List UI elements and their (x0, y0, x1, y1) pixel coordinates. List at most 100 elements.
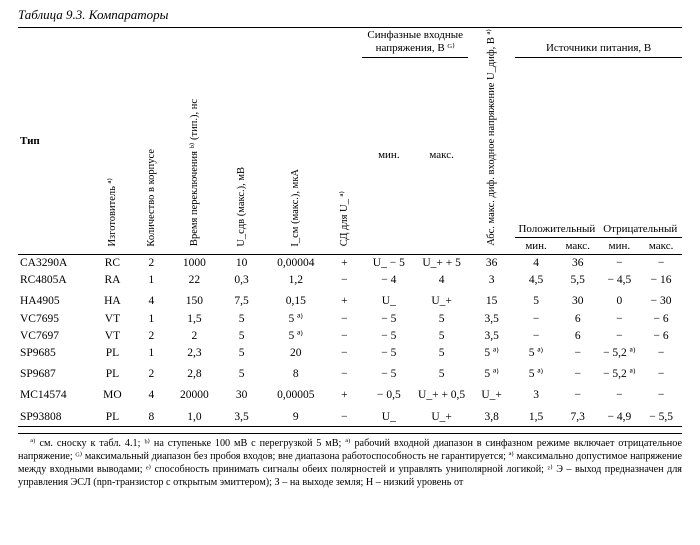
cell-qty: 1 (132, 345, 171, 362)
cell-tsw: 1000 (171, 254, 218, 272)
cell-cm_max: U_+ + 0,5 (415, 383, 468, 404)
cell-diff: 3,5 (468, 311, 515, 328)
table-row: RC4805ARA1220,31,2−− 4434,55,5− 4,5− 16 (18, 272, 682, 289)
cell-qty: 1 (132, 311, 171, 328)
cell-tsw: 22 (171, 272, 218, 289)
cell-nmin: − 5,2 ª⁾ (599, 345, 641, 362)
cell-cm_max: 5 (415, 345, 468, 362)
cell-uoff: 0,3 (218, 272, 265, 289)
cell-nmax: − 5,5 (640, 405, 682, 427)
cell-cm_max: U_+ (415, 289, 468, 310)
cell-nmin: − 4,9 (599, 405, 641, 427)
cell-tsw: 2,8 (171, 362, 218, 383)
cell-diff: 15 (468, 289, 515, 310)
cell-cm_min: − 5 (362, 362, 415, 383)
col-pos-min: мин. (515, 238, 557, 254)
cell-nmin: − (599, 328, 641, 345)
cell-diff: 36 (468, 254, 515, 272)
cell-cm_min: − 4 (362, 272, 415, 289)
cell-pmax: 6 (557, 328, 599, 345)
cell-diff: 3 (468, 272, 515, 289)
cell-sd: − (326, 345, 362, 362)
cell-ioff: 5 ª⁾ (265, 328, 326, 345)
cell-mfr: VT (93, 311, 132, 328)
colgrp-supply-neg: Отрицательный (599, 57, 682, 238)
cell-ioff: 0,00004 (265, 254, 326, 272)
cell-ioff: 9 (265, 405, 326, 427)
table-row: CA3290ARC21000100,00004+U_ − 5U_+ + 5364… (18, 254, 682, 272)
cell-cm_min: − 5 (362, 311, 415, 328)
cell-tsw: 1,0 (171, 405, 218, 427)
cell-type: SP9685 (18, 345, 93, 362)
cell-sd: − (326, 272, 362, 289)
col-sd: СД для U_ ª⁾ (326, 27, 362, 253)
cell-type: VC7695 (18, 311, 93, 328)
table-row: SP93808PL81,03,59−U_U_+3,81,57,3− 4,9− 5… (18, 405, 682, 427)
cell-sd: + (326, 383, 362, 404)
cell-nmax: − 30 (640, 289, 682, 310)
col-tswitch: Время переключения ᵇ⁾ (тип.), нс (171, 27, 218, 253)
cell-pmin: 5 ª⁾ (515, 362, 557, 383)
cell-mfr: VT (93, 328, 132, 345)
comparator-table: Тип Изготовитель ª⁾ Количество в корпусе… (18, 27, 682, 427)
cell-qty: 2 (132, 362, 171, 383)
cell-type: SP93808 (18, 405, 93, 427)
cell-diff: 5 ª⁾ (468, 362, 515, 383)
cell-uoff: 30 (218, 383, 265, 404)
cell-uoff: 7,5 (218, 289, 265, 310)
cell-mfr: RC (93, 254, 132, 272)
cell-pmin: 5 ª⁾ (515, 345, 557, 362)
col-pos-max: макс. (557, 238, 599, 254)
cell-nmin: − (599, 311, 641, 328)
cell-nmax: − (640, 254, 682, 272)
col-cm-min: мин. (362, 57, 415, 254)
cell-uoff: 5 (218, 362, 265, 383)
cell-pmax: 36 (557, 254, 599, 272)
cell-cm_min: − 5 (362, 345, 415, 362)
cell-uoff: 3,5 (218, 405, 265, 427)
cell-mfr: RA (93, 272, 132, 289)
cell-cm_max: 5 (415, 311, 468, 328)
cell-tsw: 150 (171, 289, 218, 310)
cell-ioff: 5 ª⁾ (265, 311, 326, 328)
table-row: MC14574MO420000300,00005+− 0,5U_+ + 0,5U… (18, 383, 682, 404)
cell-nmin: − (599, 254, 641, 272)
footnotes: ª⁾ см. сноску к табл. 4.1; ᵇ⁾ на ступень… (18, 433, 682, 489)
cell-nmin: − 4,5 (599, 272, 641, 289)
col-type: Тип (18, 27, 93, 253)
cell-pmax: − (557, 383, 599, 404)
cell-ioff: 20 (265, 345, 326, 362)
cell-nmin: − 5,2 ª⁾ (599, 362, 641, 383)
cell-diff: U_+ (468, 383, 515, 404)
cell-type: MC14574 (18, 383, 93, 404)
cell-qty: 4 (132, 383, 171, 404)
cell-qty: 4 (132, 289, 171, 310)
cell-cm_min: − 0,5 (362, 383, 415, 404)
cell-qty: 2 (132, 254, 171, 272)
table-row: SP9687PL22,858−− 555 ª⁾5 ª⁾−− 5,2 ª⁾− (18, 362, 682, 383)
cell-diff: 3,5 (468, 328, 515, 345)
cell-pmin: − (515, 328, 557, 345)
cell-pmax: 7,3 (557, 405, 599, 427)
cell-pmin: 1,5 (515, 405, 557, 427)
col-neg-max: макс. (640, 238, 682, 254)
cell-uoff: 5 (218, 328, 265, 345)
cell-cm_min: U_ (362, 289, 415, 310)
cell-pmax: − (557, 345, 599, 362)
cell-cm_max: U_+ + 5 (415, 254, 468, 272)
cell-uoff: 5 (218, 345, 265, 362)
cell-pmin: 3 (515, 383, 557, 404)
cell-mfr: PL (93, 405, 132, 427)
cell-nmax: − 6 (640, 311, 682, 328)
cell-cm_min: − 5 (362, 328, 415, 345)
cell-type: CA3290A (18, 254, 93, 272)
table-caption: Таблица 9.3. Компараторы (18, 8, 682, 23)
cell-type: HA4905 (18, 289, 93, 310)
cell-qty: 2 (132, 328, 171, 345)
table-row: VC7695VT11,555 ª⁾−− 553,5−6−− 6 (18, 311, 682, 328)
table-row: HA4905HA41507,50,15+U_U_+155300− 30 (18, 289, 682, 310)
col-ioffset: I_см (макс.), мкА (265, 27, 326, 253)
cell-pmax: 5,5 (557, 272, 599, 289)
cell-sd: + (326, 254, 362, 272)
cell-pmin: 4 (515, 254, 557, 272)
